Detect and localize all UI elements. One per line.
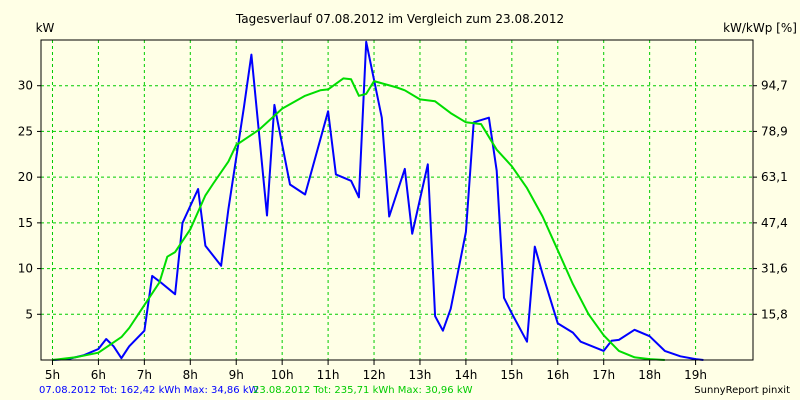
grid — [41, 40, 753, 360]
x-tick-label: 16h — [546, 368, 569, 382]
x-tick-label: 15h — [500, 368, 523, 382]
y-tick-label-left: 10 — [18, 262, 33, 276]
series-line-2 — [52, 77, 665, 361]
footer-series1-summary: 07.08.2012 Tot: 162,42 kWh Max: 34,86 kW — [39, 385, 259, 396]
y-tick-label-right: 15,8 — [761, 307, 788, 321]
footer-series2-summary: 23.08.2012 Tot: 235,71 kWh Max: 30,96 kW — [253, 385, 473, 396]
y-tick-label-left: 25 — [18, 124, 33, 138]
y-axis-right-label: kW/kWp [%] — [723, 21, 797, 35]
plot-frame — [40, 39, 754, 361]
x-tick-label: 8h — [183, 368, 198, 382]
x-tick-label: 11h — [317, 368, 340, 382]
x-tick-label: 13h — [409, 368, 432, 382]
y-tick-label-right: 78,9 — [761, 124, 788, 138]
x-tick-label: 12h — [363, 368, 386, 382]
x-tick-label: 10h — [271, 368, 294, 382]
y-tick-label-right: 47,4 — [761, 216, 788, 230]
x-tick-label: 5h — [45, 368, 60, 382]
x-tick-label: 19h — [684, 368, 707, 382]
chart-title: Tagesverlauf 07.08.2012 im Vergleich zum… — [235, 12, 564, 26]
x-tick-label: 9h — [229, 368, 244, 382]
y-tick-label-right: 94,7 — [761, 79, 788, 93]
x-tick-label: 17h — [592, 368, 615, 382]
y-axis-left-label: kW — [36, 21, 55, 35]
x-ticks: 5h 6h 7h 8h 9h 10h 11h 12h 13h 14h 15h 16h 17h 18h 19h — [45, 360, 707, 382]
y-tick-label-left: 15 — [18, 216, 33, 230]
x-tick-label: 14h — [454, 368, 477, 382]
y-tick-label-left: 30 — [18, 79, 33, 93]
x-tick-label: 7h — [137, 368, 152, 382]
y-tick-label-left: 20 — [18, 170, 33, 184]
x-tick-label: 18h — [638, 368, 661, 382]
y-tick-label-left: 5 — [25, 307, 33, 321]
series-lines — [52, 40, 704, 361]
y-tick-label-right: 63,1 — [761, 170, 788, 184]
footer-credit: SunnyReport pinxit — [694, 385, 790, 396]
series-line-1 — [52, 40, 704, 361]
y-tick-label-right: 31,6 — [761, 262, 788, 276]
y-ticks-right: 15,8 31,6 47,4 63,1 78,9 94,7 — [753, 79, 788, 321]
y-ticks-left: 5 10 15 20 25 30 — [18, 79, 41, 321]
x-tick-label: 6h — [91, 368, 106, 382]
